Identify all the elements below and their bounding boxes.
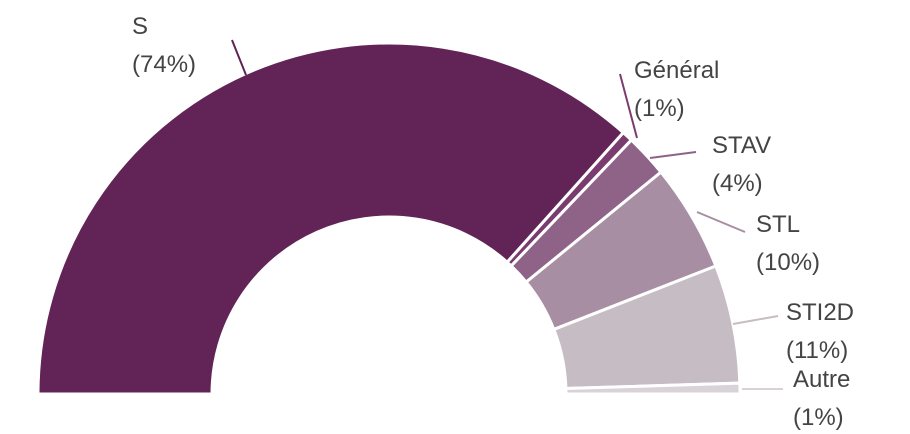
leader-line-s <box>231 39 247 76</box>
leader-line-stl <box>696 211 746 233</box>
slice-group <box>36 41 742 396</box>
leader-line-sti2d <box>732 315 779 325</box>
category-label-stav: STAV <box>712 132 771 159</box>
category-label-stl: STL <box>756 211 800 238</box>
category-label-sti2d: STI2D <box>786 299 854 326</box>
slice-autre[interactable] <box>564 381 742 396</box>
value-label-stl: (10%) <box>756 249 820 276</box>
leader-line-general <box>619 73 638 139</box>
value-label-general: (1%) <box>634 95 685 122</box>
leader-line-group <box>231 39 783 390</box>
category-label-s: S <box>132 13 148 40</box>
category-label-general: Général <box>634 57 719 84</box>
slice-s[interactable] <box>36 41 626 396</box>
category-label-autre: Autre <box>793 366 850 393</box>
value-label-s: (74%) <box>132 51 196 78</box>
data-label-group: S (74%) Général (1%) STAV (4%) STL (10%) STI2D (1… <box>132 13 854 431</box>
value-label-stav: (4%) <box>712 170 763 197</box>
leader-line-stav <box>649 151 697 159</box>
value-label-sti2d: (11%) <box>786 337 848 364</box>
value-label-autre: (1%) <box>793 404 844 431</box>
